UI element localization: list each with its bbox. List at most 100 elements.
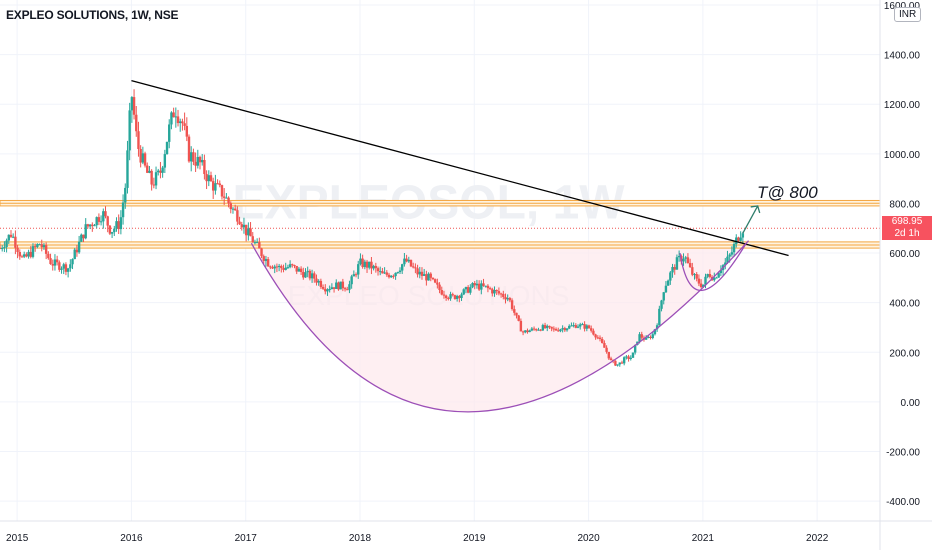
candle-body	[451, 294, 454, 296]
candle-body	[568, 325, 571, 329]
price-tick-label: 400.00	[889, 299, 920, 310]
target-label: T@ 800	[757, 183, 818, 202]
candle-body	[240, 224, 243, 228]
candle-body	[163, 154, 167, 168]
candle-body	[638, 334, 641, 342]
candle-body	[706, 274, 709, 277]
candle-body	[693, 274, 696, 276]
candle-body	[337, 282, 340, 290]
cup-fill-layer	[251, 240, 749, 412]
candle-body	[607, 351, 610, 359]
candle-body	[172, 112, 175, 118]
candle-body	[552, 328, 556, 330]
candle-body	[22, 254, 26, 257]
candle-body	[717, 273, 720, 278]
candle-body	[396, 272, 400, 274]
candle-body	[598, 337, 602, 340]
candle-body	[119, 217, 123, 230]
candle-body	[231, 208, 235, 210]
candle-body	[194, 161, 197, 166]
candle-body	[44, 245, 48, 254]
candle-body	[47, 253, 50, 259]
candle-body	[719, 270, 723, 274]
candle-body	[741, 233, 745, 238]
candle-body	[471, 283, 474, 288]
candle-body	[381, 271, 384, 274]
candle-body	[75, 249, 79, 253]
candle-body	[18, 251, 21, 257]
candle-body	[444, 295, 448, 299]
candle-body	[653, 329, 657, 335]
candle-body	[633, 345, 637, 353]
candle-body	[253, 242, 257, 244]
candle-body	[464, 287, 468, 290]
candle-body	[286, 267, 290, 269]
candle-body	[302, 271, 305, 278]
candle-body	[368, 261, 371, 268]
candle-body	[220, 185, 224, 197]
candle-body	[304, 272, 307, 278]
candle-body	[247, 228, 250, 236]
candle-body	[433, 279, 437, 283]
candle-body	[11, 236, 15, 238]
candle-body	[71, 259, 74, 265]
candle-body	[31, 246, 35, 257]
candle-body	[260, 248, 263, 257]
candle-body	[321, 286, 325, 289]
candle-body	[51, 264, 54, 266]
candle-body	[139, 148, 142, 163]
candle-body	[161, 167, 164, 173]
candle-body	[699, 283, 703, 288]
candle-body	[688, 263, 692, 268]
candle-body	[352, 274, 356, 277]
candle-body	[541, 325, 545, 331]
candle-body	[0, 248, 2, 250]
candle-body	[62, 264, 65, 269]
candle-body	[655, 325, 659, 330]
candle-body	[141, 153, 145, 163]
candle-body	[354, 274, 358, 276]
symbol-title[interactable]: EXPLEO SOLUTIONS, 1W, NSE	[6, 8, 179, 22]
candle-body	[3, 247, 6, 249]
candle-body	[86, 224, 90, 227]
candle-body	[205, 174, 208, 182]
candle-body	[455, 295, 459, 299]
candle-body	[590, 328, 593, 331]
candle-body	[732, 243, 736, 253]
candle-body	[159, 170, 162, 173]
time-tick-label: 2019	[463, 533, 486, 544]
candle-body	[38, 244, 41, 246]
candle-body	[587, 325, 591, 329]
candle-body	[559, 329, 562, 332]
candle-body	[515, 312, 518, 316]
candle-body	[524, 330, 527, 333]
candle-body	[447, 298, 450, 300]
candle-body	[563, 328, 567, 331]
candle-body	[132, 97, 136, 115]
candle-body	[429, 273, 432, 278]
candle-body	[137, 131, 140, 149]
candle-body	[557, 330, 560, 332]
time-tick-label: 2020	[577, 533, 600, 544]
candle-body	[143, 153, 147, 166]
candle-body	[280, 265, 283, 269]
candle-body	[491, 289, 494, 294]
candle-body	[715, 277, 718, 279]
candle-body	[271, 267, 274, 269]
candle-body	[227, 197, 230, 204]
candle-body	[530, 328, 534, 331]
candle-body	[315, 278, 318, 283]
candle-body	[730, 252, 734, 255]
candle-body	[49, 258, 52, 265]
candle-body	[77, 241, 81, 253]
candle-body	[335, 282, 338, 289]
candle-body	[146, 165, 149, 173]
candle-body	[222, 196, 226, 198]
candle-body	[157, 170, 160, 173]
currency-badge[interactable]: INR	[894, 7, 922, 22]
candle-body	[614, 360, 617, 366]
candle-body	[691, 267, 694, 275]
price-tick-label: 1600.00	[884, 1, 921, 12]
